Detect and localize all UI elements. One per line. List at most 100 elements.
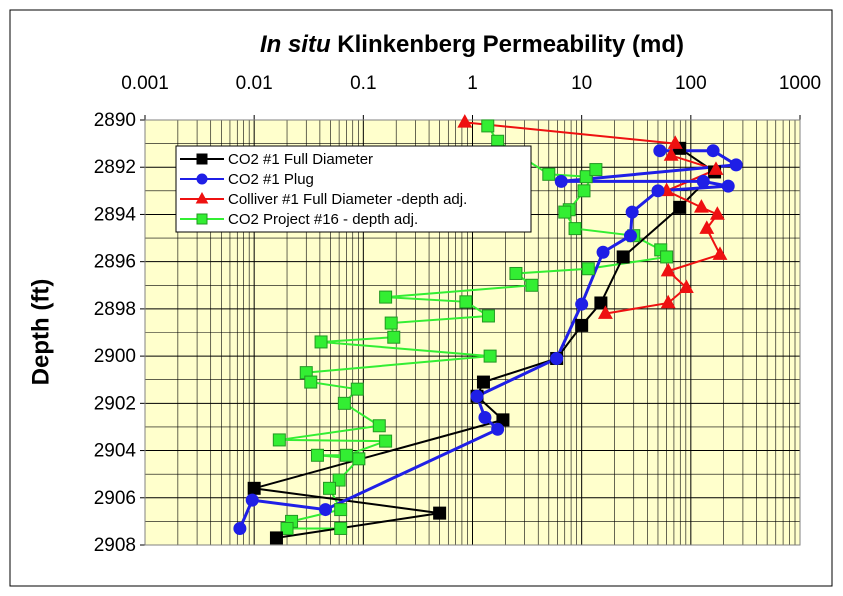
y-tick-label: 2908 — [94, 535, 136, 556]
y-tick-label: 2890 — [94, 110, 136, 131]
point — [457, 114, 473, 128]
point — [581, 262, 595, 276]
point — [491, 422, 505, 436]
point — [542, 167, 556, 181]
point — [653, 144, 667, 158]
legend-marker — [196, 213, 208, 225]
point — [623, 229, 637, 243]
point — [379, 290, 393, 304]
point — [594, 296, 608, 310]
point — [554, 174, 568, 188]
point — [379, 434, 393, 448]
title-main: Klinkenberg Permeability (md) — [337, 31, 684, 58]
point — [568, 222, 582, 236]
point — [663, 147, 679, 161]
legend: CO2 #1 Full Diameter CO2 #1 Plug Colliver … — [175, 145, 532, 233]
point — [352, 452, 366, 466]
title-italic: In situ — [260, 31, 331, 58]
x-tick-label: 1 — [467, 73, 478, 94]
point — [558, 205, 572, 219]
point — [693, 199, 709, 213]
y-tick-label: 2900 — [94, 346, 136, 367]
legend-marker — [195, 191, 209, 204]
chart-title: In situ Klinkenberg Permeability (md) — [260, 31, 684, 58]
point — [589, 163, 603, 177]
point — [625, 205, 639, 219]
point — [310, 448, 324, 462]
point — [318, 503, 332, 517]
point — [433, 506, 447, 520]
legend-marker — [196, 173, 208, 185]
point — [384, 316, 398, 330]
point — [476, 375, 490, 389]
point — [372, 419, 386, 433]
y-tick-label: 2894 — [94, 204, 137, 225]
point — [660, 250, 674, 264]
x-tick-label: 0.01 — [236, 73, 273, 94]
point — [667, 135, 683, 149]
point — [272, 433, 286, 447]
point — [678, 279, 694, 293]
y-tick-label: 2898 — [94, 299, 136, 320]
legend-label: CO2 Project #16 - depth adj. — [228, 211, 418, 228]
point — [575, 297, 589, 311]
legend-marker — [196, 153, 208, 165]
point — [280, 521, 294, 535]
point — [387, 330, 401, 344]
x-tick-label: 1000 — [779, 73, 821, 94]
point — [245, 493, 259, 507]
point — [334, 503, 348, 517]
y-tick-label: 2896 — [94, 252, 136, 273]
point — [579, 170, 593, 184]
point — [577, 184, 591, 198]
point — [478, 411, 492, 424]
point — [596, 245, 610, 259]
y-axis-label: Depth (ft) — [27, 279, 54, 386]
point — [323, 481, 337, 495]
point — [350, 382, 364, 396]
point — [660, 294, 676, 309]
point — [708, 161, 724, 175]
point — [651, 184, 665, 198]
point — [550, 351, 564, 365]
point — [314, 335, 328, 349]
point — [597, 305, 613, 319]
y-tick-label: 2906 — [94, 488, 136, 509]
series-points — [233, 114, 743, 545]
point — [706, 144, 720, 158]
point — [483, 349, 497, 363]
point — [337, 396, 351, 410]
legend-label: CO2 #1 Full Diameter — [228, 151, 373, 168]
point — [709, 206, 725, 220]
point — [332, 473, 346, 487]
x-tick-label: 0.001 — [121, 73, 169, 94]
plot-border — [144, 119, 801, 546]
point — [699, 220, 715, 234]
x-tick-label: 0.1 — [350, 73, 376, 94]
y-tick-label: 2902 — [94, 393, 136, 414]
point — [696, 174, 710, 188]
point — [269, 531, 283, 545]
x-tick-label: 100 — [675, 73, 707, 94]
point — [712, 246, 728, 260]
point — [247, 481, 261, 495]
point — [233, 521, 247, 535]
point — [481, 309, 495, 323]
legend-box — [175, 145, 532, 233]
y-tick-label: 2892 — [94, 157, 136, 178]
point — [673, 200, 687, 214]
y-tick-label: 2904 — [94, 441, 137, 462]
point — [729, 158, 743, 172]
point — [509, 266, 523, 280]
point — [481, 119, 495, 133]
point — [575, 318, 589, 332]
point — [491, 134, 505, 148]
point — [721, 179, 735, 193]
point — [525, 278, 539, 292]
point — [459, 295, 473, 309]
x-tick-label: 10 — [571, 73, 592, 94]
point — [339, 448, 353, 462]
point — [660, 262, 676, 277]
point — [616, 250, 630, 264]
